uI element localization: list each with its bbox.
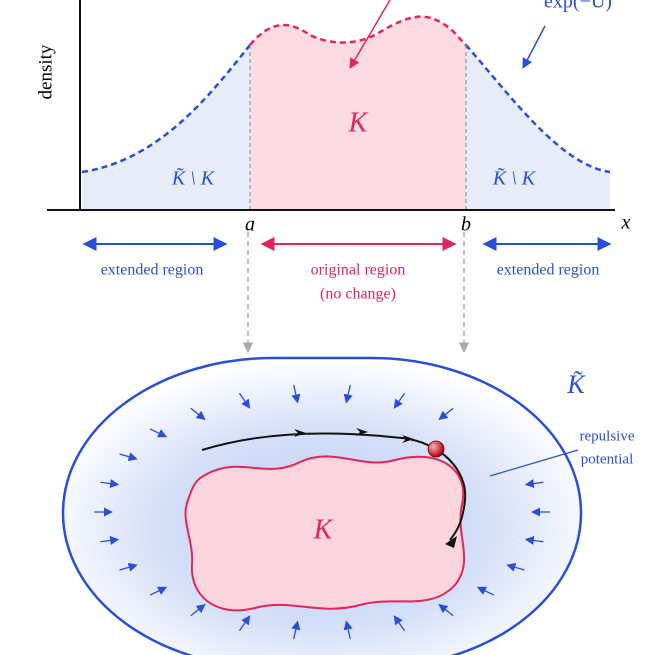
field-arrow [343,384,353,404]
field-arrow [393,615,406,632]
field-arrow [524,479,544,489]
field-arrow [506,562,525,572]
inner-label: K [348,107,369,138]
outer-label: K̃ \ K [171,166,216,189]
field-arrow [149,428,168,438]
region-label: original region [311,262,406,279]
tail-fill [82,45,250,210]
region-label: extended region [497,262,600,279]
density-curve [81,44,251,174]
annotation: repulsive [580,428,635,444]
field-arrow [238,392,251,409]
particle [427,440,445,458]
region-note: (no change) [320,286,396,303]
field-arrow [119,562,138,572]
outer-label: K̃ \ K [492,166,537,189]
field-arrow [343,620,353,640]
field-arrow [476,586,495,596]
field-arrow [438,603,454,617]
field-arrow [190,407,206,421]
pointer [522,25,546,69]
field-arrow [119,452,138,462]
field-arrow [190,603,206,617]
tick-label: b [461,214,471,236]
trajectory-head [445,536,457,548]
tail-fill [466,45,610,210]
annotation: potential [581,451,634,467]
field-arrow [524,535,544,545]
field-arrow [238,615,251,632]
pointer [349,0,391,69]
inner-label: K [313,514,334,545]
field-arrow [393,392,406,409]
field-arrow [438,407,454,421]
x-label: x [621,212,631,234]
trajectory [201,432,467,541]
field-arrow [100,535,120,545]
curve-label: exp(−U) [544,0,612,13]
field-arrow [100,479,120,489]
field-arrow [149,586,168,596]
original-domain [184,455,466,612]
region-label: extended region [101,262,204,279]
field-arrows [94,384,550,640]
annotation-line [489,449,579,477]
field-arrow [291,620,301,640]
y-label: density [35,44,56,99]
density-curve [465,44,611,174]
tick-label: a [245,214,255,236]
density-curve-core [249,15,467,46]
field-arrow [291,384,301,404]
core-fill [250,16,466,211]
outer-label: K̃ [566,370,586,399]
